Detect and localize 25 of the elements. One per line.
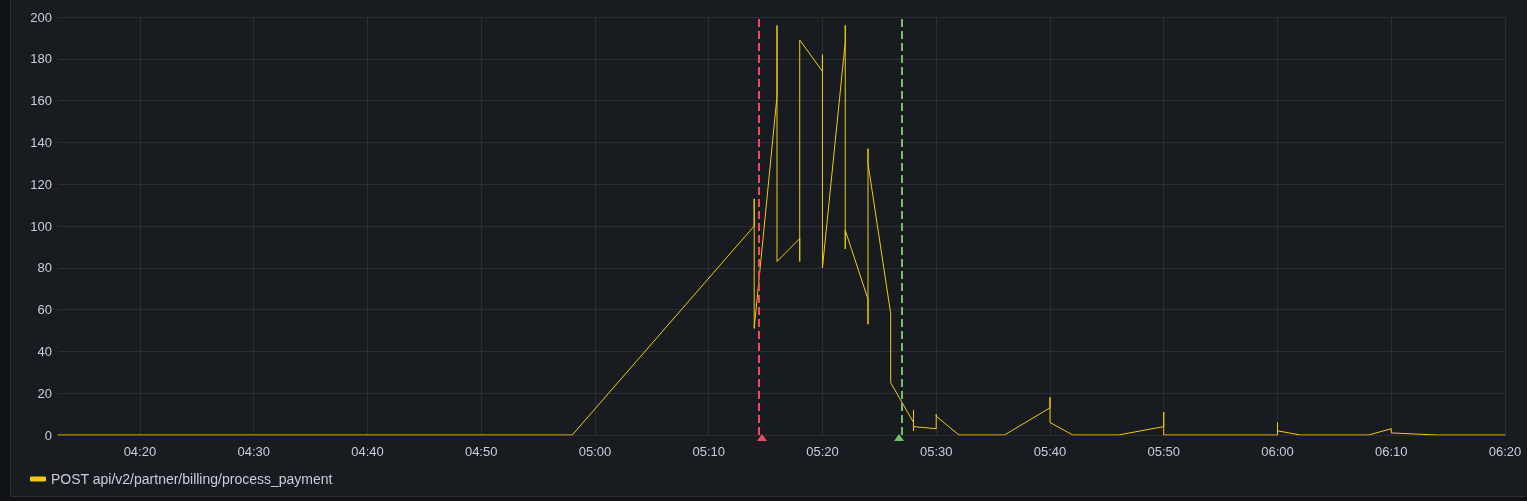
y-tick-label: 140 [30, 134, 52, 150]
y-tick-label: 40 [37, 343, 52, 359]
x-tick-label: 04:40 [351, 444, 384, 459]
y-tick-label: 100 [30, 218, 52, 234]
y-tick-label: 60 [37, 302, 52, 318]
x-tick-label: 05:40 [1033, 444, 1067, 459]
legend-label: POST api/v2/partner/billing/process_payment [51, 471, 333, 487]
x-tick-label: 06:00 [1261, 444, 1294, 459]
y-tick-label: 160 [30, 93, 52, 109]
x-tick-label: 06:20 [1488, 444, 1522, 459]
x-tick-label: 05:20 [806, 444, 839, 459]
y-tick-label: 120 [30, 176, 52, 192]
x-tick-label: 05:50 [1147, 444, 1180, 459]
x-tick-label: 04:20 [123, 444, 157, 459]
x-tick-label: 05:10 [692, 444, 726, 459]
x-tick-label: 05:30 [919, 444, 953, 459]
y-tick-label: 0 [44, 427, 52, 443]
x-tick-label: 04:30 [237, 444, 270, 459]
x-tick-label: 06:10 [1375, 444, 1408, 459]
y-tick-label: 180 [30, 51, 52, 67]
x-tick-label: 04:50 [464, 444, 498, 459]
y-tick-label: 20 [37, 385, 52, 401]
x-tick-label: 05:00 [578, 444, 612, 459]
y-tick-label: 200 [30, 9, 52, 25]
y-tick-label: 80 [37, 260, 52, 276]
